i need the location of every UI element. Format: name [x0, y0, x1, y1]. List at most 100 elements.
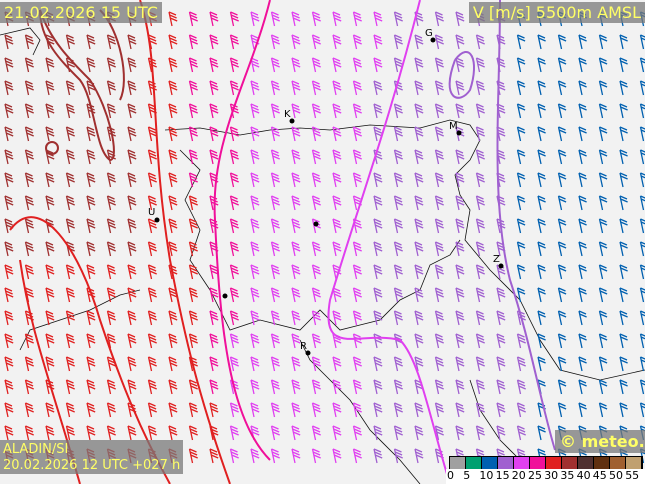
wind-barb [393, 195, 403, 211]
wind-barb [86, 218, 96, 234]
wind-barb [24, 195, 34, 211]
wind-barb [250, 195, 260, 211]
wind-barb [393, 287, 403, 303]
wind-barb [291, 11, 301, 27]
wind-barb [537, 310, 546, 326]
wind-barb [516, 80, 526, 96]
wind-barb [4, 287, 14, 303]
wind-barb [516, 218, 526, 234]
wind-barb [578, 172, 587, 188]
wind-barb [311, 425, 321, 441]
wind-barb [24, 172, 34, 188]
wind-barb [229, 34, 239, 50]
wind-barb [373, 172, 383, 188]
copyright: © meteo.si [555, 430, 645, 453]
wind-barb [352, 379, 362, 395]
wind-barb [455, 149, 465, 165]
wind-barb [578, 241, 587, 257]
wind-barb [352, 172, 362, 188]
wind-barb [373, 264, 383, 280]
wind-barb [434, 11, 444, 27]
wind-barb [168, 103, 178, 119]
wind-barb [250, 379, 260, 395]
wind-barb [291, 218, 301, 234]
wind-barb [168, 218, 178, 234]
wind-barb [332, 126, 342, 142]
wind-barb [496, 310, 506, 326]
wind-barb [434, 241, 444, 257]
wind-barb [65, 356, 75, 372]
wind-barb [147, 379, 157, 395]
wind-barb [332, 425, 342, 441]
wind-barb [578, 310, 587, 326]
wind-barb [4, 356, 14, 372]
wind-barb [106, 379, 116, 395]
wind-barb [106, 425, 116, 441]
wind-barb [557, 356, 567, 372]
wind-barb [127, 172, 137, 188]
wind-barb [127, 241, 137, 257]
wind-barb [393, 356, 403, 372]
wind-barb [496, 241, 506, 257]
wind-barb [127, 379, 137, 395]
wind-barb [516, 172, 526, 188]
wind-barb [619, 34, 628, 50]
wind-barb [578, 218, 587, 234]
wind-barb [229, 310, 239, 326]
wind-barb [475, 310, 485, 326]
wind-barb [270, 241, 280, 257]
wind-barb [557, 264, 567, 280]
wind-barb [455, 34, 465, 50]
wind-barb [455, 57, 465, 73]
wind-barb [578, 287, 587, 303]
wind-barb [578, 195, 587, 211]
wind-barb [332, 103, 342, 119]
wind-barb [4, 103, 14, 119]
wind-barb [209, 264, 219, 280]
wind-barb [598, 80, 608, 96]
wind-barb [65, 218, 75, 234]
city-label: M [449, 121, 458, 132]
wind-barb [4, 333, 14, 349]
wind-barb [393, 379, 403, 395]
wind-barb [639, 287, 645, 303]
wind-barb [127, 149, 137, 165]
wind-barb [24, 402, 34, 418]
wind-barb [4, 379, 14, 395]
wind-barb [619, 149, 628, 165]
wind-barb [332, 379, 342, 395]
wind-barb [537, 80, 546, 96]
wind-barb [475, 333, 485, 349]
wind-barb [496, 356, 506, 372]
wind-barb [209, 126, 219, 142]
wind-barb [250, 57, 260, 73]
wind-barb [475, 402, 485, 418]
wind-barb [106, 57, 116, 73]
wind-barb [86, 126, 96, 142]
wind-barb [24, 57, 34, 73]
wind-barb [209, 149, 219, 165]
wind-barb [45, 402, 55, 418]
wind-barb [516, 402, 526, 418]
wind-barb [209, 425, 219, 441]
wind-barb [311, 195, 321, 211]
wind-barb [65, 379, 75, 395]
wind-barb [434, 310, 444, 326]
wind-barb [4, 126, 14, 142]
wind-barb [639, 34, 645, 50]
wind-barb [270, 333, 280, 349]
wind-barb [127, 195, 137, 211]
wind-barb [352, 402, 362, 418]
wind-barb [250, 402, 260, 418]
wind-barb [209, 172, 219, 188]
wind-barb [434, 57, 444, 73]
wind-barb [106, 310, 116, 326]
wind-barb [393, 402, 403, 418]
wind-barb [147, 172, 157, 188]
wind-barb [45, 126, 55, 142]
legend-tick: 45 [592, 469, 607, 482]
wind-barb [24, 149, 34, 165]
wind-barb [250, 333, 260, 349]
wind-barb [373, 57, 383, 73]
